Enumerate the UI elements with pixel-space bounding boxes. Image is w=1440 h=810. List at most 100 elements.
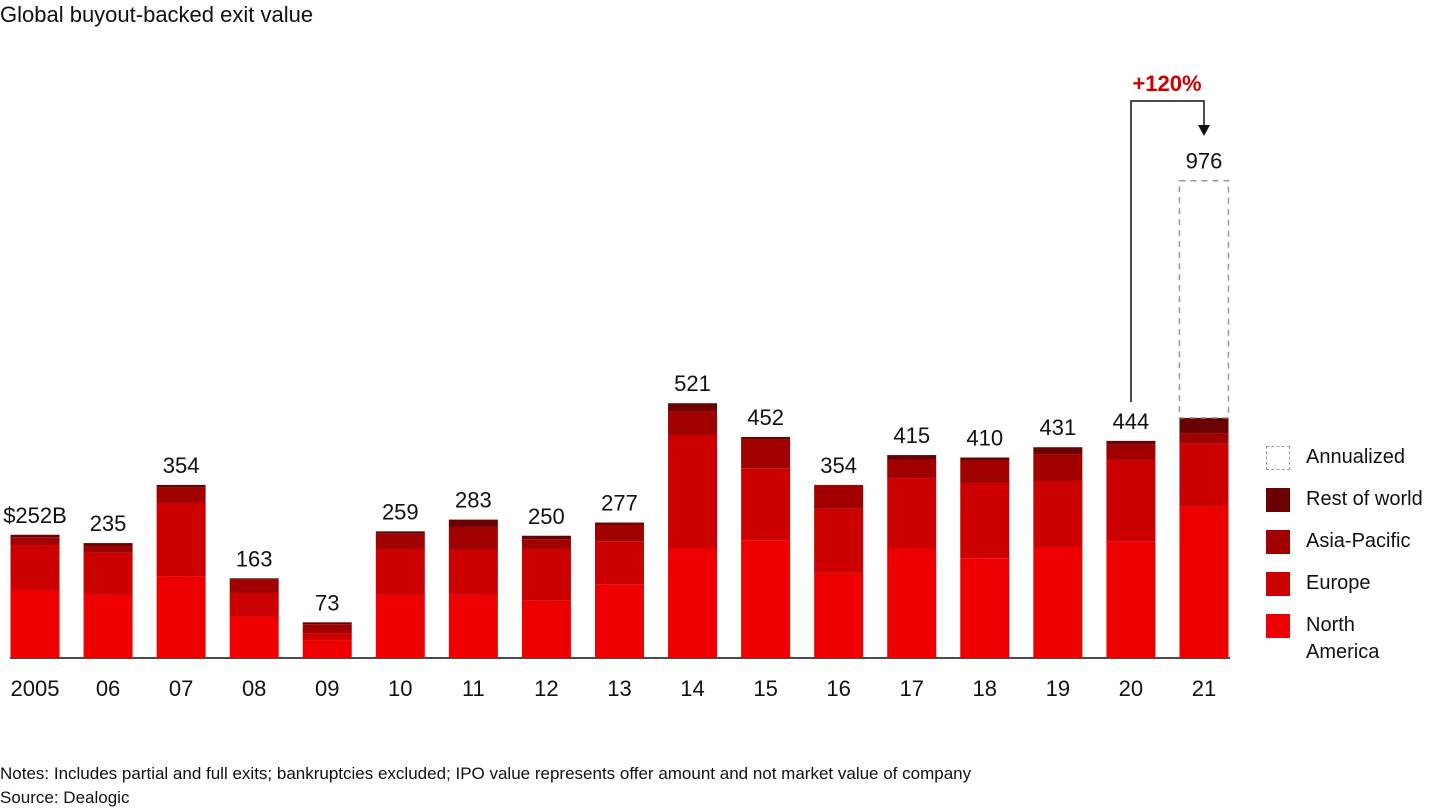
bar-segment — [1179, 433, 1229, 444]
legend: Annualized Rest of world Asia-Pacific Europ… — [1266, 444, 1423, 663]
legend-swatch — [1266, 572, 1290, 596]
bar-segment — [10, 590, 60, 658]
bar-segment — [521, 539, 571, 549]
bar-segment — [1179, 417, 1229, 434]
bar-segment — [594, 522, 644, 525]
legend-swatch — [1266, 488, 1290, 512]
total-label: 283 — [455, 488, 492, 513]
bar-segment — [814, 508, 864, 573]
bar-segment — [1033, 454, 1083, 481]
bar-segment — [229, 578, 279, 580]
bar-segment — [10, 545, 60, 591]
x-tick-label: 15 — [753, 676, 777, 701]
total-label: 354 — [820, 453, 857, 478]
bar-segment — [1033, 546, 1083, 658]
bar-segment — [448, 526, 498, 550]
legend-label: Rest of world — [1306, 488, 1423, 510]
legend-label: North America — [1306, 614, 1380, 663]
bar-segment — [156, 484, 206, 488]
bar-segment — [741, 468, 791, 541]
x-tick-label: 11 — [462, 676, 485, 701]
total-label: 259 — [382, 499, 419, 524]
x-tick-label: 17 — [899, 676, 923, 701]
x-tick-label: 08 — [242, 676, 266, 701]
bar-segment — [668, 435, 718, 549]
bar-segment — [1106, 440, 1156, 445]
bar-segment — [83, 546, 133, 553]
bar-segment — [229, 579, 279, 593]
legend-item: Asia-Pacific — [1266, 528, 1423, 570]
arrow-head — [1198, 125, 1210, 136]
bar-segment — [448, 549, 498, 595]
total-label: 410 — [966, 426, 1003, 451]
total-label: 277 — [601, 491, 638, 516]
bar-segment — [521, 535, 571, 540]
x-tick-label: 12 — [534, 676, 558, 701]
total-label: 521 — [674, 371, 711, 396]
total-label: 235 — [90, 511, 127, 536]
bar-segment — [156, 576, 206, 658]
bar-segment — [229, 592, 279, 617]
bar-segment — [960, 457, 1010, 461]
bar-segment — [887, 455, 937, 460]
growth-arrow — [1130, 100, 1205, 402]
bar-segment — [814, 485, 864, 509]
bar-segment — [741, 540, 791, 658]
bar-segment — [814, 484, 864, 486]
bar-segment — [302, 633, 352, 641]
legend-swatch — [1266, 614, 1290, 638]
bar-segment — [448, 594, 498, 658]
bar-segment — [960, 558, 1010, 658]
total-label: 73 — [315, 590, 339, 615]
bar-segment — [302, 622, 352, 625]
bar-segment — [375, 533, 425, 549]
bar-segment — [375, 594, 425, 658]
bar-segment — [668, 403, 718, 412]
legend-label: Annualized — [1306, 446, 1405, 468]
x-tick-label: 06 — [96, 676, 120, 701]
bar-segment — [887, 547, 937, 658]
bar-segment — [741, 439, 791, 469]
x-tick-label: 21 — [1192, 676, 1216, 701]
bar-segment — [10, 534, 60, 538]
x-tick-label: 20 — [1119, 676, 1143, 701]
bar-segment — [448, 519, 498, 527]
bar-segment — [1033, 480, 1083, 547]
x-tick-label: 07 — [169, 676, 193, 701]
x-tick-label: 2005 — [11, 676, 60, 701]
x-tick-label: 13 — [607, 676, 631, 701]
bar-segment — [10, 537, 60, 546]
total-label: $252B — [3, 503, 67, 528]
x-tick-label: 10 — [388, 676, 412, 701]
bar-segment — [1179, 506, 1229, 658]
legend-item: Europe — [1266, 570, 1423, 612]
bar-segment — [668, 411, 718, 436]
legend-swatch — [1266, 530, 1290, 554]
x-tick-label: 09 — [315, 676, 339, 701]
bar-segment — [1106, 444, 1156, 460]
bar-segment — [594, 524, 644, 542]
bar-segment — [887, 478, 937, 548]
x-tick-label: 19 — [1046, 676, 1070, 701]
bar-segment — [814, 572, 864, 658]
legend-label: Europe — [1306, 572, 1371, 594]
total-label: 163 — [236, 546, 273, 571]
bar-segment — [960, 483, 1010, 559]
bar-segment — [156, 502, 206, 577]
bar-segment — [302, 624, 352, 634]
bar-segment — [741, 436, 791, 440]
total-label: 431 — [1039, 415, 1076, 440]
bar-segment — [1106, 541, 1156, 658]
total-label: 452 — [747, 405, 784, 430]
bar-segment — [375, 548, 425, 595]
bar-segment — [594, 541, 644, 585]
legend-label: Asia-Pacific — [1306, 530, 1411, 552]
x-tick-label: 18 — [973, 676, 997, 701]
bar-segment — [375, 531, 425, 534]
bar-segment — [83, 543, 133, 547]
bar-segment — [887, 459, 937, 479]
bar-segment — [960, 460, 1010, 484]
legend-item: Annualized — [1266, 444, 1423, 486]
bar-segment — [1033, 447, 1083, 455]
